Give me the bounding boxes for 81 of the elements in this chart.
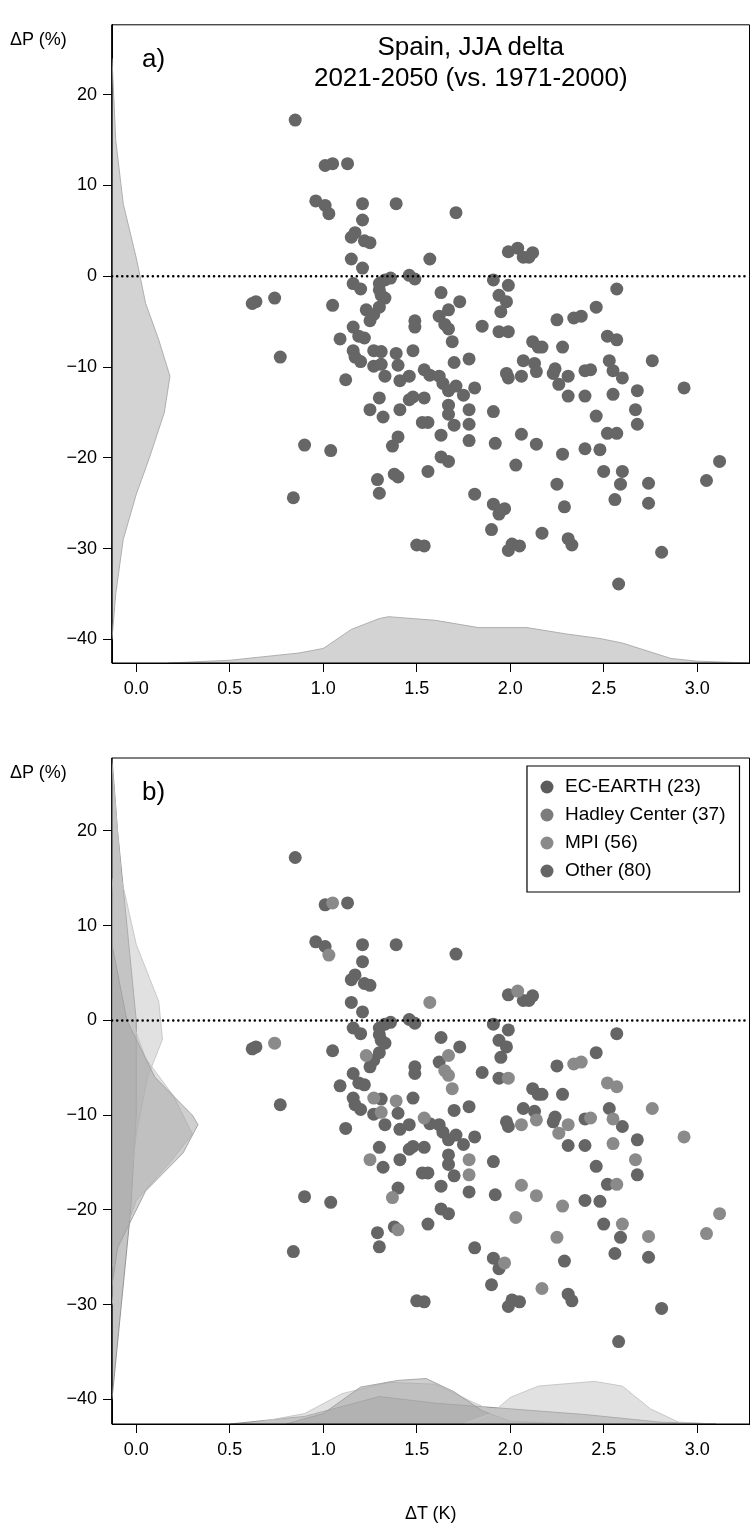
- point: [498, 1256, 512, 1270]
- point: [268, 1036, 282, 1050]
- x-axis-title: ΔT (K): [404, 1503, 457, 1524]
- y-tick-label: −40: [66, 628, 97, 649]
- y-tick-label: −10: [66, 356, 97, 377]
- point: [606, 1137, 620, 1151]
- point: [677, 1130, 691, 1144]
- y-tick-label: 20: [76, 819, 97, 840]
- point: [574, 1055, 588, 1069]
- legend-label: Hadley Center (37): [564, 803, 726, 825]
- x-tick-label: 1.0: [310, 677, 336, 698]
- point: [367, 1091, 381, 1105]
- x-tick-label: 1.0: [310, 1438, 336, 1459]
- y-tick-label: 0: [86, 1009, 97, 1030]
- point: [615, 1217, 629, 1231]
- point: [550, 1230, 564, 1244]
- y-tick-label: −30: [66, 1293, 97, 1314]
- point: [645, 1102, 659, 1116]
- annotation: a): [142, 42, 166, 73]
- point: [374, 1105, 388, 1119]
- y-tick-label: −20: [66, 446, 97, 467]
- point: [462, 1168, 476, 1182]
- y-axis-title: ΔP (%): [10, 28, 67, 49]
- point: [359, 1048, 373, 1062]
- point: [501, 1071, 515, 1085]
- point: [529, 1189, 543, 1203]
- point: [462, 1153, 476, 1167]
- annotation: b): [142, 776, 166, 807]
- point: [713, 1207, 727, 1221]
- text: Spain, JJA delta 2021-2050 (vs. 1971-2000): [313, 30, 628, 92]
- x-tick-label: 2.0: [497, 1438, 523, 1459]
- y-tick-label: 10: [76, 174, 97, 195]
- point: [442, 1068, 456, 1082]
- point: [606, 1112, 620, 1126]
- point: [509, 1210, 523, 1224]
- x-tick-label: 3.0: [684, 1438, 710, 1459]
- point: [514, 1118, 528, 1132]
- point: [442, 1048, 456, 1062]
- y-tick-label: −20: [66, 1198, 97, 1219]
- y-axis-title: ΔP (%): [10, 761, 67, 782]
- point: [642, 1229, 656, 1243]
- point: [363, 1153, 377, 1167]
- point: [700, 1227, 713, 1241]
- point: [445, 1082, 459, 1096]
- x-tick-label: 1.5: [404, 1438, 430, 1459]
- x-tick-label: 0.0: [123, 677, 149, 698]
- y-tick-label: 10: [76, 914, 97, 935]
- point: [385, 1191, 399, 1205]
- x-tick-label: 2.5: [591, 677, 617, 698]
- point: [423, 995, 437, 1009]
- point: [391, 1223, 405, 1237]
- x-tick-label: 2.5: [591, 1438, 617, 1459]
- x-tick-label: 3.0: [684, 677, 710, 698]
- x-tick-label: 0.5: [217, 677, 243, 698]
- y-tick-label: −30: [66, 537, 97, 558]
- point: [610, 1177, 624, 1191]
- x-tick-label: 0.0: [123, 1438, 149, 1459]
- point: [389, 1094, 403, 1108]
- x-tick-label: 2.0: [497, 677, 523, 698]
- point: [584, 1111, 598, 1125]
- y-tick-label: −40: [66, 1388, 97, 1409]
- point: [322, 948, 336, 962]
- point: [326, 896, 340, 910]
- y-tick-label: 20: [76, 83, 97, 104]
- legend-label: EC-EARTH (23): [564, 775, 701, 797]
- legend-label: Other (80): [564, 859, 652, 881]
- point: [610, 1080, 624, 1094]
- point: [514, 1178, 528, 1192]
- y-tick-label: 0: [86, 265, 97, 286]
- point: [417, 1111, 431, 1125]
- point: [511, 984, 525, 998]
- point: [535, 1282, 549, 1296]
- point: [561, 1118, 575, 1132]
- y-tick-label: −10: [66, 1104, 97, 1125]
- point: [552, 1126, 566, 1140]
- point: [628, 1153, 642, 1167]
- x-tick-label: 1.5: [404, 677, 430, 698]
- point: [556, 1199, 570, 1213]
- x-tick-label: 0.5: [217, 1438, 243, 1459]
- point: [529, 1113, 543, 1127]
- legend-label: MPI (56): [564, 831, 638, 853]
